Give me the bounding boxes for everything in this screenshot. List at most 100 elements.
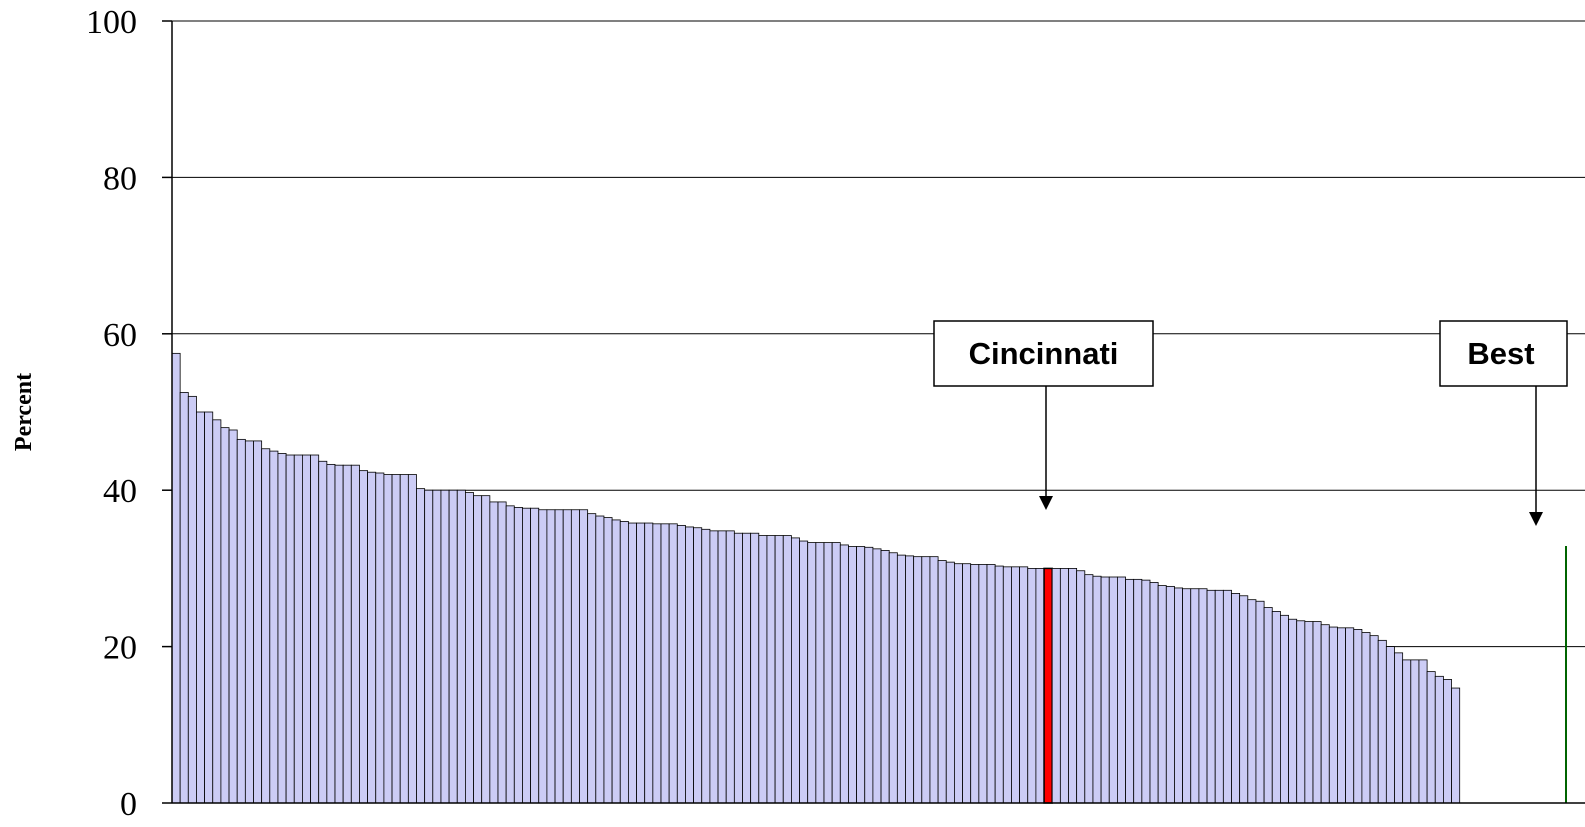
bar <box>1434 675 1444 804</box>
bar <box>1296 620 1306 804</box>
callout-best-box <box>1439 320 1568 387</box>
bar <box>872 548 882 804</box>
bar <box>1182 588 1192 804</box>
bar <box>676 524 686 804</box>
y-axis-tick-labels: 0 20 40 60 80 100 <box>86 4 172 823</box>
bar <box>685 526 695 804</box>
bar <box>1068 568 1078 804</box>
bar <box>611 519 621 804</box>
bar <box>1165 585 1175 804</box>
bar <box>1133 578 1143 804</box>
bar <box>921 556 931 804</box>
bar <box>880 550 890 804</box>
bar <box>913 556 923 804</box>
bar <box>1304 621 1314 804</box>
callout-cincinnati-label: Cincinnati <box>969 336 1119 371</box>
bar <box>440 489 450 804</box>
bar <box>473 495 483 804</box>
bar <box>464 492 474 804</box>
bar <box>1231 593 1241 804</box>
bar <box>505 505 515 804</box>
bar <box>253 440 263 804</box>
bar <box>1394 652 1404 804</box>
bar <box>456 489 466 804</box>
bar <box>693 527 703 804</box>
bar <box>1027 568 1037 804</box>
bar <box>1002 566 1012 804</box>
bar <box>448 489 458 804</box>
bar <box>562 509 572 804</box>
bar <box>1059 568 1069 804</box>
bar <box>1239 595 1249 804</box>
bar <box>791 537 800 804</box>
bar <box>619 521 629 804</box>
bar <box>929 556 939 804</box>
bar <box>1100 576 1110 804</box>
bar <box>1451 687 1461 804</box>
bar <box>359 470 369 804</box>
bar <box>636 522 646 804</box>
bar <box>815 542 825 804</box>
bar <box>1345 627 1355 804</box>
bar <box>1410 659 1420 804</box>
bar <box>334 464 344 804</box>
bar <box>587 513 597 804</box>
bar <box>750 532 760 804</box>
bar <box>1443 679 1452 804</box>
bar <box>1222 589 1232 804</box>
bar <box>530 507 540 804</box>
y-tick-label: 40 <box>103 473 137 510</box>
bar <box>391 474 401 804</box>
callout-best-label: Best <box>1467 336 1534 371</box>
bar <box>896 554 906 804</box>
bar <box>1263 607 1273 804</box>
bar <box>244 440 254 804</box>
bar <box>489 501 499 804</box>
bar <box>1280 614 1289 804</box>
bar <box>733 532 743 804</box>
bar <box>1117 576 1126 804</box>
bar <box>277 453 287 804</box>
callout-best: Best <box>1439 320 1568 526</box>
bar <box>187 395 197 804</box>
bar <box>839 544 849 804</box>
bar <box>538 509 548 804</box>
bar <box>742 532 752 804</box>
bar <box>954 563 963 804</box>
bar <box>179 392 189 804</box>
bar <box>807 542 817 804</box>
bar <box>269 450 279 804</box>
bar <box>1125 578 1135 804</box>
bar <box>1312 621 1322 804</box>
bar-highlight <box>1043 567 1053 804</box>
bar <box>725 530 735 804</box>
bar <box>293 454 303 804</box>
callout-best-arrowhead <box>1529 512 1543 526</box>
bar <box>1361 632 1371 804</box>
bar <box>603 517 613 804</box>
bar <box>1035 568 1045 804</box>
bar <box>1288 618 1298 804</box>
bar <box>1385 646 1395 804</box>
bar <box>220 427 230 804</box>
bar <box>1369 635 1379 804</box>
bar <box>432 489 442 804</box>
bar <box>628 522 637 804</box>
bar <box>1402 659 1412 804</box>
bar <box>1255 600 1265 804</box>
bar <box>668 523 678 804</box>
bar <box>1157 585 1167 804</box>
bar <box>1149 582 1159 804</box>
bar <box>1092 575 1102 804</box>
bar <box>1141 579 1151 804</box>
bar <box>1426 671 1436 804</box>
bar <box>171 352 181 804</box>
bar <box>595 515 605 804</box>
bar <box>888 552 898 804</box>
bar <box>1377 639 1387 804</box>
bar <box>546 509 556 804</box>
bar <box>367 471 377 804</box>
callout-cincinnati: Cincinnati <box>933 320 1154 510</box>
bar <box>1418 659 1428 804</box>
bar <box>758 535 768 804</box>
